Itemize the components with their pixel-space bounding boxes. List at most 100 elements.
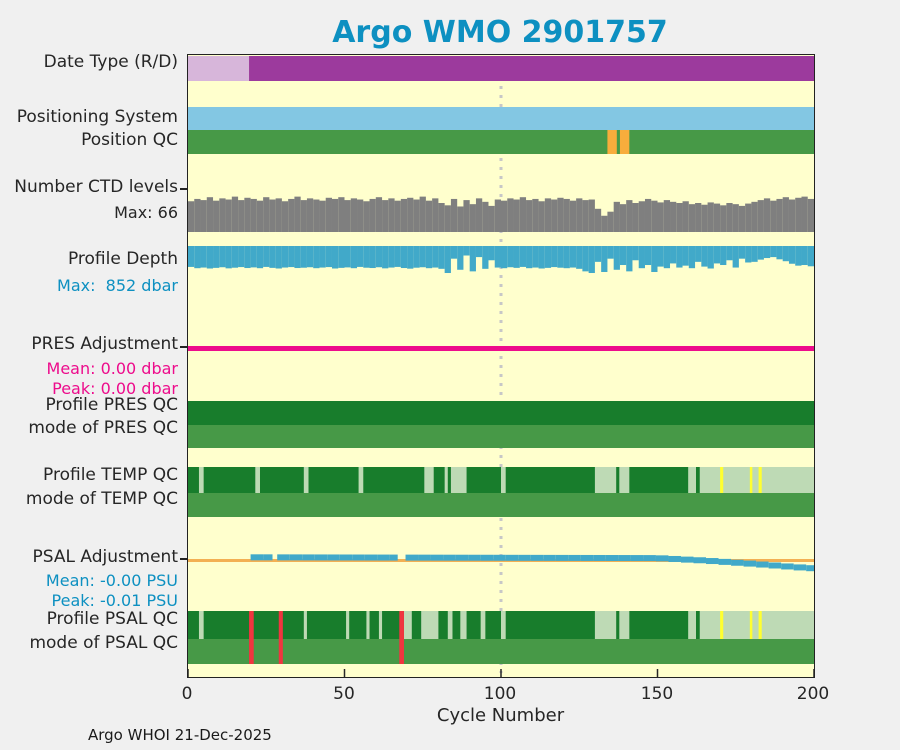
band-profile-psal-qc-segment <box>460 611 467 639</box>
psal-adjustment-line <box>302 554 315 561</box>
bar-profile-depth <box>269 246 276 268</box>
band-profile-psal-qc-segment <box>749 611 753 639</box>
psal-adjustment-line <box>643 555 656 562</box>
band-profile-psal-qc-segment <box>619 611 630 639</box>
psal-adjustment-line <box>543 554 556 561</box>
bar-ctd-levels <box>363 201 370 232</box>
bar-ctd-levels <box>494 199 501 232</box>
bar-ctd-levels <box>582 200 589 232</box>
bar-profile-depth <box>482 246 489 269</box>
bar-ctd-levels <box>350 198 358 232</box>
bar-ctd-levels <box>294 196 301 232</box>
bar-ctd-levels <box>532 198 539 232</box>
band-date-type-segment <box>249 56 814 81</box>
bar-profile-depth <box>250 246 257 268</box>
bar-profile-depth <box>688 246 696 269</box>
bar-ctd-levels <box>670 201 677 232</box>
band-profile-temp-qc-segment <box>501 467 506 493</box>
bar-ctd-levels <box>388 198 395 232</box>
psal-adjustment-line <box>706 558 719 565</box>
bar-profile-depth <box>463 246 470 256</box>
psal-adjustment-line <box>781 563 794 570</box>
band-position-qc <box>188 130 814 154</box>
bar-ctd-levels <box>538 201 545 232</box>
bar-ctd-levels <box>551 199 558 232</box>
bar-ctd-levels <box>519 197 527 232</box>
bar-profile-depth <box>557 246 564 268</box>
bar-ctd-levels <box>676 203 683 232</box>
bar-profile-depth <box>350 246 358 269</box>
psal-adjustment-line <box>377 554 390 561</box>
stat-pres-peak: Peak: 0.00 dbar <box>52 379 178 398</box>
bar-profile-depth <box>720 246 727 266</box>
bar-ctd-levels <box>663 200 671 232</box>
bar-profile-depth <box>425 246 433 269</box>
bar-ctd-levels <box>594 208 602 232</box>
y-axis-tick-psal <box>180 558 187 560</box>
bar-profile-depth <box>206 246 214 269</box>
bar-ctd-levels <box>281 201 289 232</box>
bar-ctd-levels <box>745 203 752 232</box>
stat-psal-mean: Mean: -0.00 PSU <box>45 571 178 590</box>
psal-adjustment-line <box>668 555 681 562</box>
row-label-ctd-levels: Number CTD levels <box>14 177 178 197</box>
bar-profile-depth <box>788 246 796 264</box>
mark-psal-bad-flags <box>278 611 283 664</box>
band-position-qc-segment <box>619 130 630 154</box>
band-profile-psal-qc-segment <box>366 611 370 639</box>
bar-ctd-levels <box>576 198 583 232</box>
psal-adjustment-line <box>806 565 814 572</box>
psal-adjustment-line <box>580 554 594 561</box>
bar-ctd-levels <box>194 198 201 232</box>
bar-ctd-levels <box>219 198 226 232</box>
band-profile-psal-qc-segment <box>403 611 412 639</box>
bar-ctd-levels <box>213 200 220 232</box>
bar-ctd-levels <box>482 201 489 232</box>
bar-profile-depth <box>325 246 332 268</box>
bar-profile-depth <box>200 246 207 268</box>
bar-ctd-levels <box>751 201 758 232</box>
stat-pres-mean: Mean: 0.00 dbar <box>46 359 178 378</box>
bar-ctd-levels <box>382 200 389 232</box>
psal-adjustment-line <box>430 554 444 561</box>
bar-profile-depth <box>444 246 451 274</box>
bar-profile-depth <box>613 246 620 270</box>
bar-ctd-levels <box>738 205 746 232</box>
bar-profile-depth <box>475 246 483 258</box>
bar-ctd-levels <box>563 198 570 232</box>
bar-ctd-levels <box>526 200 533 232</box>
band-profile-psal-qc-segment <box>720 611 724 639</box>
band-mode-pres-qc <box>188 425 814 448</box>
bar-profile-depth <box>219 246 226 268</box>
bar-profile-depth <box>294 246 301 269</box>
band-mode-psal-qc <box>188 639 814 664</box>
band-profile-temp-qc-segment <box>444 467 448 493</box>
x-tick-100: 100 <box>483 684 517 704</box>
bar-profile-depth <box>601 246 608 272</box>
bar-ctd-levels <box>569 200 577 232</box>
bar-profile-depth <box>551 246 558 268</box>
bar-ctd-levels <box>463 200 470 232</box>
bar-ctd-levels <box>432 198 439 232</box>
bar-profile-depth <box>382 246 389 269</box>
bar-profile-depth <box>695 246 702 262</box>
bar-profile-depth <box>344 246 351 268</box>
bar-ctd-levels <box>319 200 326 232</box>
band-profile-psal-qc-segment <box>346 611 350 639</box>
bar-ctd-levels <box>469 204 476 232</box>
bar-profile-depth <box>576 246 583 269</box>
bar-ctd-levels <box>338 197 345 232</box>
psal-adjustment-line <box>443 554 456 561</box>
bar-ctd-levels <box>707 202 714 232</box>
band-profile-psal-qc-segment <box>378 611 383 639</box>
bar-profile-depth <box>363 246 370 268</box>
bar-profile-depth <box>357 246 364 267</box>
bar-profile-depth <box>569 246 577 268</box>
bar-ctd-levels <box>256 200 264 232</box>
x-axis-label: Cycle Number <box>436 705 565 726</box>
bar-profile-depth <box>281 246 289 268</box>
bar-profile-depth <box>319 246 326 268</box>
band-profile-psal-qc-segment <box>421 611 439 639</box>
bar-ctd-levels <box>801 196 808 232</box>
row-label-positioning-system: Positioning System <box>16 107 178 127</box>
